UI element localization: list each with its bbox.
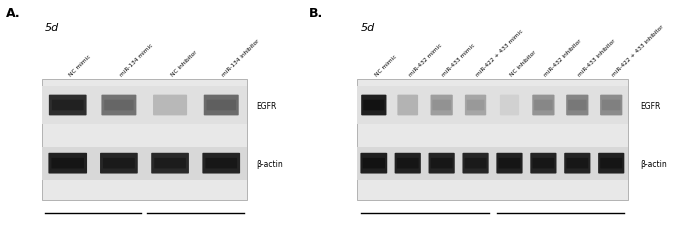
FancyBboxPatch shape	[361, 95, 386, 116]
Bar	[42, 87, 247, 124]
FancyBboxPatch shape	[104, 100, 134, 111]
Bar	[357, 79, 628, 200]
FancyBboxPatch shape	[428, 153, 455, 174]
Text: NC mimic: NC mimic	[68, 54, 92, 77]
Text: EGFR: EGFR	[640, 101, 661, 110]
FancyBboxPatch shape	[151, 153, 189, 174]
FancyBboxPatch shape	[395, 153, 421, 174]
FancyBboxPatch shape	[360, 153, 387, 174]
FancyBboxPatch shape	[602, 100, 620, 111]
FancyBboxPatch shape	[49, 95, 87, 116]
FancyBboxPatch shape	[467, 100, 484, 111]
FancyBboxPatch shape	[532, 95, 554, 116]
FancyBboxPatch shape	[598, 153, 624, 174]
Text: miR-422 + 433 mimic: miR-422 + 433 mimic	[475, 28, 525, 77]
FancyBboxPatch shape	[52, 158, 84, 169]
FancyBboxPatch shape	[600, 95, 622, 116]
Text: miR-432 inhibitor: miR-432 inhibitor	[543, 38, 582, 77]
FancyBboxPatch shape	[534, 100, 552, 111]
Text: miR-134 inhibitor: miR-134 inhibitor	[221, 38, 260, 77]
Text: NC inhibitor: NC inhibitor	[170, 49, 198, 77]
FancyBboxPatch shape	[397, 158, 419, 169]
FancyBboxPatch shape	[465, 158, 486, 169]
FancyBboxPatch shape	[496, 153, 523, 174]
FancyBboxPatch shape	[398, 95, 418, 116]
FancyBboxPatch shape	[202, 153, 240, 174]
Bar	[42, 147, 247, 180]
FancyBboxPatch shape	[566, 158, 588, 169]
FancyBboxPatch shape	[102, 95, 136, 116]
FancyBboxPatch shape	[363, 100, 384, 111]
Bar	[357, 147, 628, 180]
FancyBboxPatch shape	[204, 95, 239, 116]
FancyBboxPatch shape	[48, 153, 87, 174]
Text: miR-432 mimic: miR-432 mimic	[407, 42, 442, 77]
Text: A.: A.	[6, 7, 20, 20]
FancyBboxPatch shape	[533, 158, 554, 169]
Bar	[42, 79, 247, 200]
Text: β-actin: β-actin	[256, 159, 283, 168]
FancyBboxPatch shape	[153, 95, 187, 116]
Text: miR-422 + 433 inhibitor: miR-422 + 433 inhibitor	[611, 24, 665, 77]
FancyBboxPatch shape	[463, 153, 489, 174]
Text: miR-433 mimic: miR-433 mimic	[442, 42, 477, 77]
Text: EGFR: EGFR	[256, 101, 276, 110]
Text: miR-134 mimic: miR-134 mimic	[119, 42, 154, 77]
Text: NC mimic: NC mimic	[374, 54, 398, 77]
FancyBboxPatch shape	[433, 100, 451, 111]
FancyBboxPatch shape	[601, 158, 622, 169]
Text: B.: B.	[309, 7, 323, 20]
Text: β-actin: β-actin	[640, 159, 667, 168]
FancyBboxPatch shape	[430, 158, 453, 169]
Bar	[357, 87, 628, 124]
FancyBboxPatch shape	[52, 100, 83, 111]
FancyBboxPatch shape	[103, 158, 135, 169]
Text: NC inhibitor: NC inhibitor	[510, 49, 538, 77]
Text: 5d: 5d	[361, 23, 375, 33]
Text: miR-433 inhibitor: miR-433 inhibitor	[578, 38, 617, 77]
FancyBboxPatch shape	[498, 158, 520, 169]
FancyBboxPatch shape	[205, 158, 237, 169]
FancyBboxPatch shape	[430, 95, 453, 116]
FancyBboxPatch shape	[206, 100, 236, 111]
FancyBboxPatch shape	[100, 153, 138, 174]
FancyBboxPatch shape	[531, 153, 556, 174]
FancyBboxPatch shape	[568, 100, 587, 111]
FancyBboxPatch shape	[154, 158, 186, 169]
FancyBboxPatch shape	[566, 95, 589, 116]
FancyBboxPatch shape	[363, 158, 385, 169]
Text: 5d: 5d	[45, 23, 60, 33]
FancyBboxPatch shape	[564, 153, 590, 174]
FancyBboxPatch shape	[465, 95, 486, 116]
FancyBboxPatch shape	[500, 95, 519, 116]
